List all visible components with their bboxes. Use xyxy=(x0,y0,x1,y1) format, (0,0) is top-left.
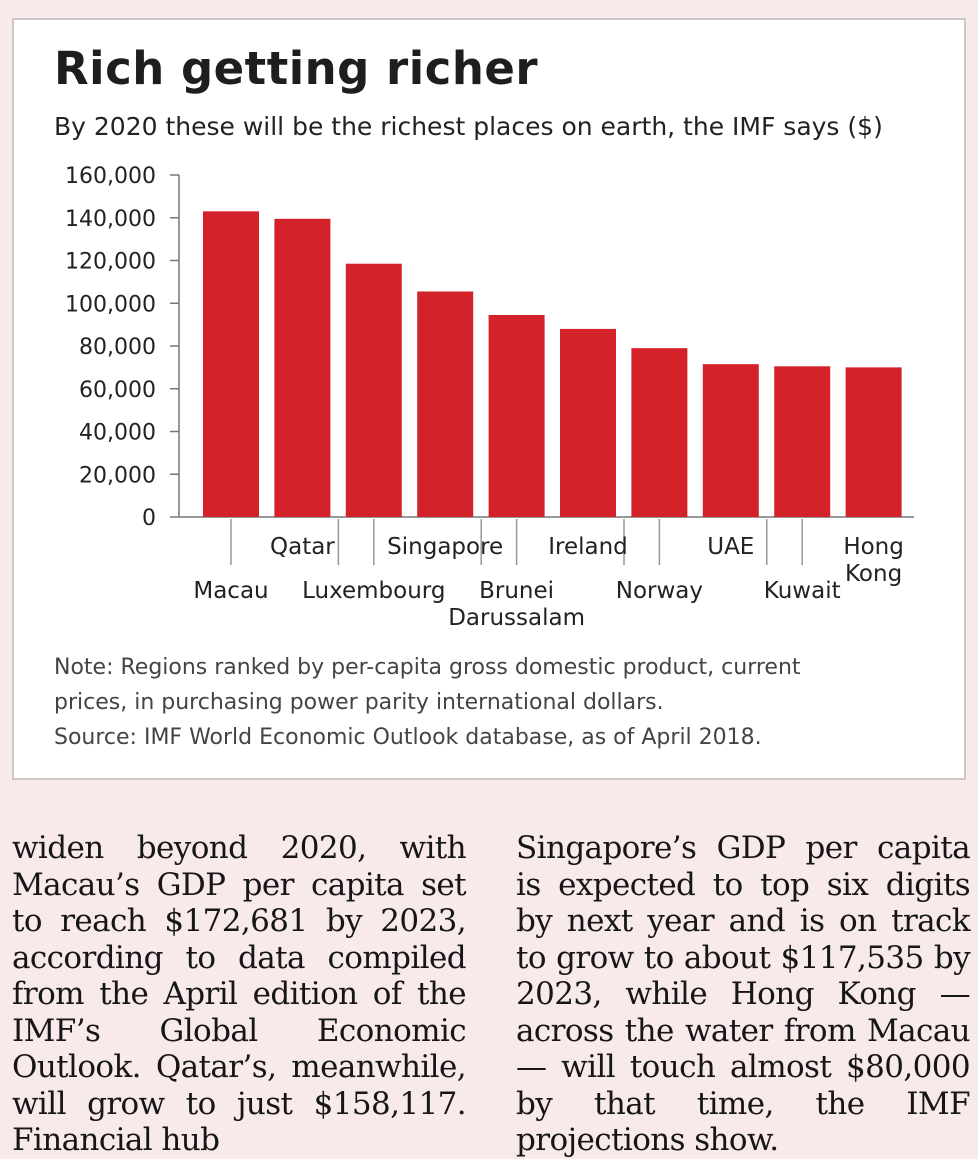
x-category-label: Luxembourg xyxy=(302,578,445,604)
x-category-label: Qatar xyxy=(270,534,335,560)
bar xyxy=(560,328,616,517)
chart-notes: Note: Regions ranked by per-capita gross… xyxy=(54,650,801,755)
x-category-label: Singapore xyxy=(387,534,503,560)
y-tick-label: 100,000 xyxy=(65,292,156,317)
bar xyxy=(203,211,259,517)
x-category-label: UAE xyxy=(707,534,754,560)
chart-subtitle: By 2020 these will be the richest places… xyxy=(54,112,883,141)
x-category-label: Ireland xyxy=(548,534,628,560)
chart-panel: Rich getting richer By 2020 these will b… xyxy=(12,18,966,780)
x-category-label: Macau xyxy=(193,578,268,604)
article-column-2: Singapore’s GDP per capita is expected t… xyxy=(516,830,971,1158)
bar xyxy=(488,315,545,517)
bar xyxy=(345,263,402,517)
bar xyxy=(631,348,688,517)
y-tick-label: 20,000 xyxy=(79,463,156,488)
x-category-label: Brunei xyxy=(479,578,554,604)
bar xyxy=(845,367,902,517)
y-tick-label: 160,000 xyxy=(65,164,156,189)
y-tick-label: 40,000 xyxy=(79,421,156,446)
chart-title: Rich getting richer xyxy=(54,42,539,95)
source-line: Source: IMF World Economic Outlook datab… xyxy=(54,725,762,750)
y-tick-label: 60,000 xyxy=(79,378,156,403)
note-line-2: prices, in purchasing power parity inter… xyxy=(54,690,664,715)
y-tick-label: 80,000 xyxy=(79,335,156,360)
y-tick-label: 0 xyxy=(142,506,156,531)
bar xyxy=(274,218,331,517)
x-category-label: Kuwait xyxy=(764,578,841,604)
bar xyxy=(774,366,831,517)
y-tick-label: 120,000 xyxy=(65,250,156,275)
x-category-label: Norway xyxy=(616,578,703,604)
bar xyxy=(702,364,759,517)
article-column-1: widen beyond 2020, with Macau’s GDP per … xyxy=(12,830,467,1158)
bar-chart: 0 20,000 40,000 60,000 80,000 100,000 120,000 1… xyxy=(65,164,914,631)
x-category-label: Hong xyxy=(843,534,904,560)
bar xyxy=(417,291,474,517)
x-category-label: Darussalam xyxy=(448,605,585,631)
x-category-label: Kong xyxy=(845,561,902,587)
note-line-1: Note: Regions ranked by per-capita gross… xyxy=(54,655,801,680)
y-tick-label: 140,000 xyxy=(65,207,156,232)
